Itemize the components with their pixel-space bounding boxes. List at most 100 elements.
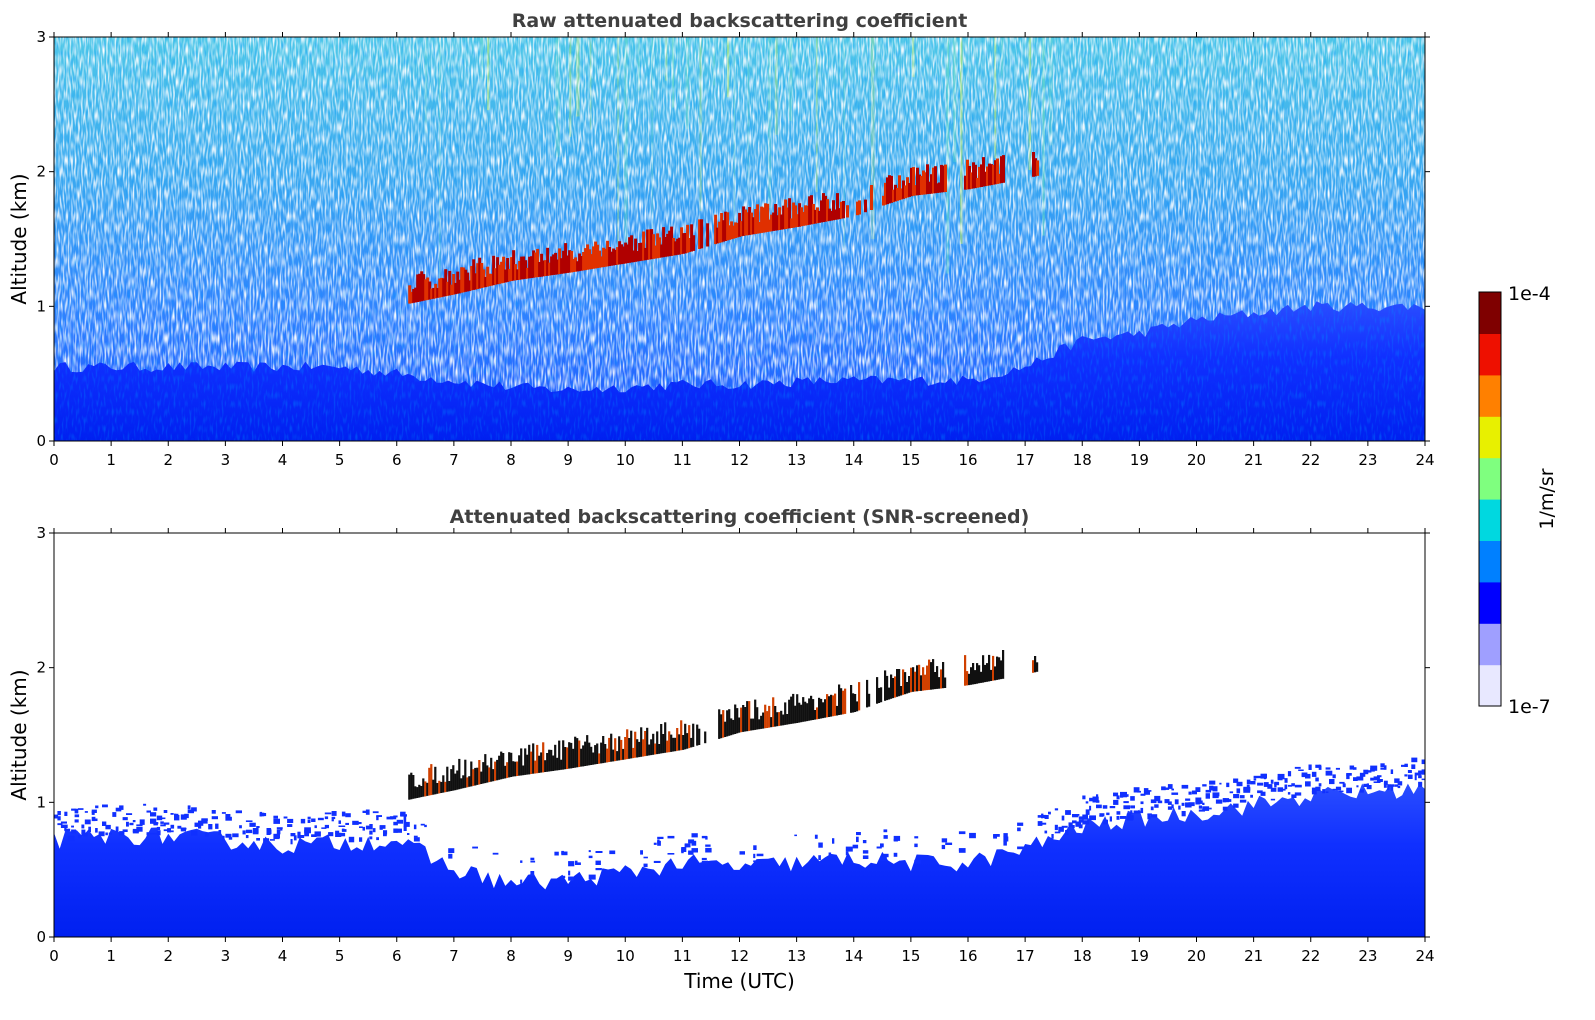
speckle: [1191, 790, 1197, 795]
speckle: [335, 830, 340, 834]
cloud-mark: [470, 761, 473, 787]
speckle: [958, 831, 966, 835]
speckle: [1150, 814, 1158, 818]
speckle: [1092, 796, 1098, 801]
speckle: [1250, 794, 1253, 798]
cloud-mark: [510, 257, 514, 281]
cloud-mark: [634, 731, 637, 758]
cloud-mark: [422, 274, 426, 301]
cloud-mark: [612, 749, 615, 762]
speckle: [1096, 804, 1102, 809]
speckle: [1167, 784, 1173, 789]
speckle: [276, 833, 280, 839]
cloud-mark: [436, 783, 439, 794]
cloud-mark: [460, 267, 464, 293]
cloud-mark: [568, 742, 571, 769]
cloud-mark: [528, 744, 531, 775]
cloud-mark: [1000, 660, 1003, 680]
y-axis-label: Altitude (km): [7, 173, 31, 304]
cloud-mark: [548, 749, 551, 772]
cloud-mark: [944, 677, 947, 688]
speckle: [1236, 781, 1243, 787]
speckle: [1085, 809, 1090, 815]
speckle: [753, 860, 757, 863]
speckle: [1407, 774, 1413, 779]
cloud-mark: [524, 748, 527, 775]
noise-texture: [54, 37, 1425, 441]
cloud-mark: [522, 256, 526, 280]
cloud-mark: [516, 269, 520, 280]
speckle: [1394, 778, 1400, 783]
x-tick-label: 14: [844, 947, 863, 965]
cloud-mark: [608, 737, 611, 762]
speckle: [1414, 772, 1421, 776]
speckle: [1366, 770, 1372, 773]
speckle: [1072, 825, 1075, 829]
cloud-mark: [940, 669, 943, 689]
speckle: [1037, 821, 1043, 826]
cloud-mark: [798, 203, 802, 227]
cloud-mark: [786, 207, 790, 229]
speckle: [1082, 820, 1090, 825]
speckle: [413, 835, 418, 838]
cloud-mark: [558, 740, 561, 771]
cloud-mark: [538, 262, 542, 277]
cloud-mark: [596, 743, 599, 764]
speckle: [359, 837, 363, 842]
cloud-mark: [684, 723, 687, 750]
cloud-mark: [772, 212, 776, 231]
cloud-mark: [520, 256, 524, 280]
speckle: [1277, 787, 1284, 792]
cloud-mark: [422, 778, 425, 797]
cloud-mark: [974, 164, 977, 189]
cloud-mark: [488, 767, 491, 783]
speckle: [1171, 792, 1179, 795]
speckle: [701, 860, 708, 864]
cloud-mark: [424, 781, 427, 797]
speckle: [1085, 801, 1089, 804]
speckle: [81, 824, 85, 829]
cloud-mark: [772, 697, 775, 727]
cloud-mark: [776, 712, 779, 727]
cloud-mark: [928, 659, 931, 690]
speckle: [1387, 784, 1390, 790]
speckle: [280, 827, 283, 831]
cloud-mark: [738, 717, 741, 733]
speckle: [1260, 791, 1266, 796]
cloud-mark: [476, 767, 479, 785]
speckle: [1397, 786, 1401, 789]
cloud-mark: [888, 175, 891, 204]
speckle: [993, 835, 997, 839]
cloud-mark: [450, 284, 454, 295]
speckle: [1198, 809, 1205, 812]
y-axis: 0 1 2 3: [36, 524, 1430, 946]
cloud-mark: [622, 246, 626, 264]
speckle: [1099, 814, 1102, 817]
cloud-mark: [502, 256, 506, 283]
colorbar-swatch: [1479, 581, 1501, 624]
cloud-mark: [816, 207, 819, 224]
speckle: [1226, 799, 1232, 802]
cloud-mark: [444, 269, 448, 297]
cloud-mark: [734, 704, 737, 734]
speckle: [701, 857, 707, 860]
cloud-mark: [904, 185, 907, 199]
cloud-mark: [692, 723, 695, 747]
speckle: [1315, 764, 1320, 768]
cloud-mark: [614, 738, 617, 762]
cloud-mark: [584, 741, 587, 766]
cloud-mark: [738, 212, 742, 237]
cloud-mark: [604, 744, 607, 763]
speckle: [129, 822, 134, 826]
cloud-mark: [480, 771, 483, 784]
speckle: [1387, 784, 1395, 787]
speckle: [1257, 782, 1264, 786]
speckle: [64, 828, 71, 832]
cloud-mark: [854, 694, 857, 712]
cloud-mark: [634, 238, 638, 262]
speckle: [1154, 804, 1159, 808]
cloud-mark: [978, 665, 981, 684]
speckle: [1274, 782, 1277, 788]
speckle: [520, 860, 523, 863]
cloud-mark: [478, 760, 481, 785]
